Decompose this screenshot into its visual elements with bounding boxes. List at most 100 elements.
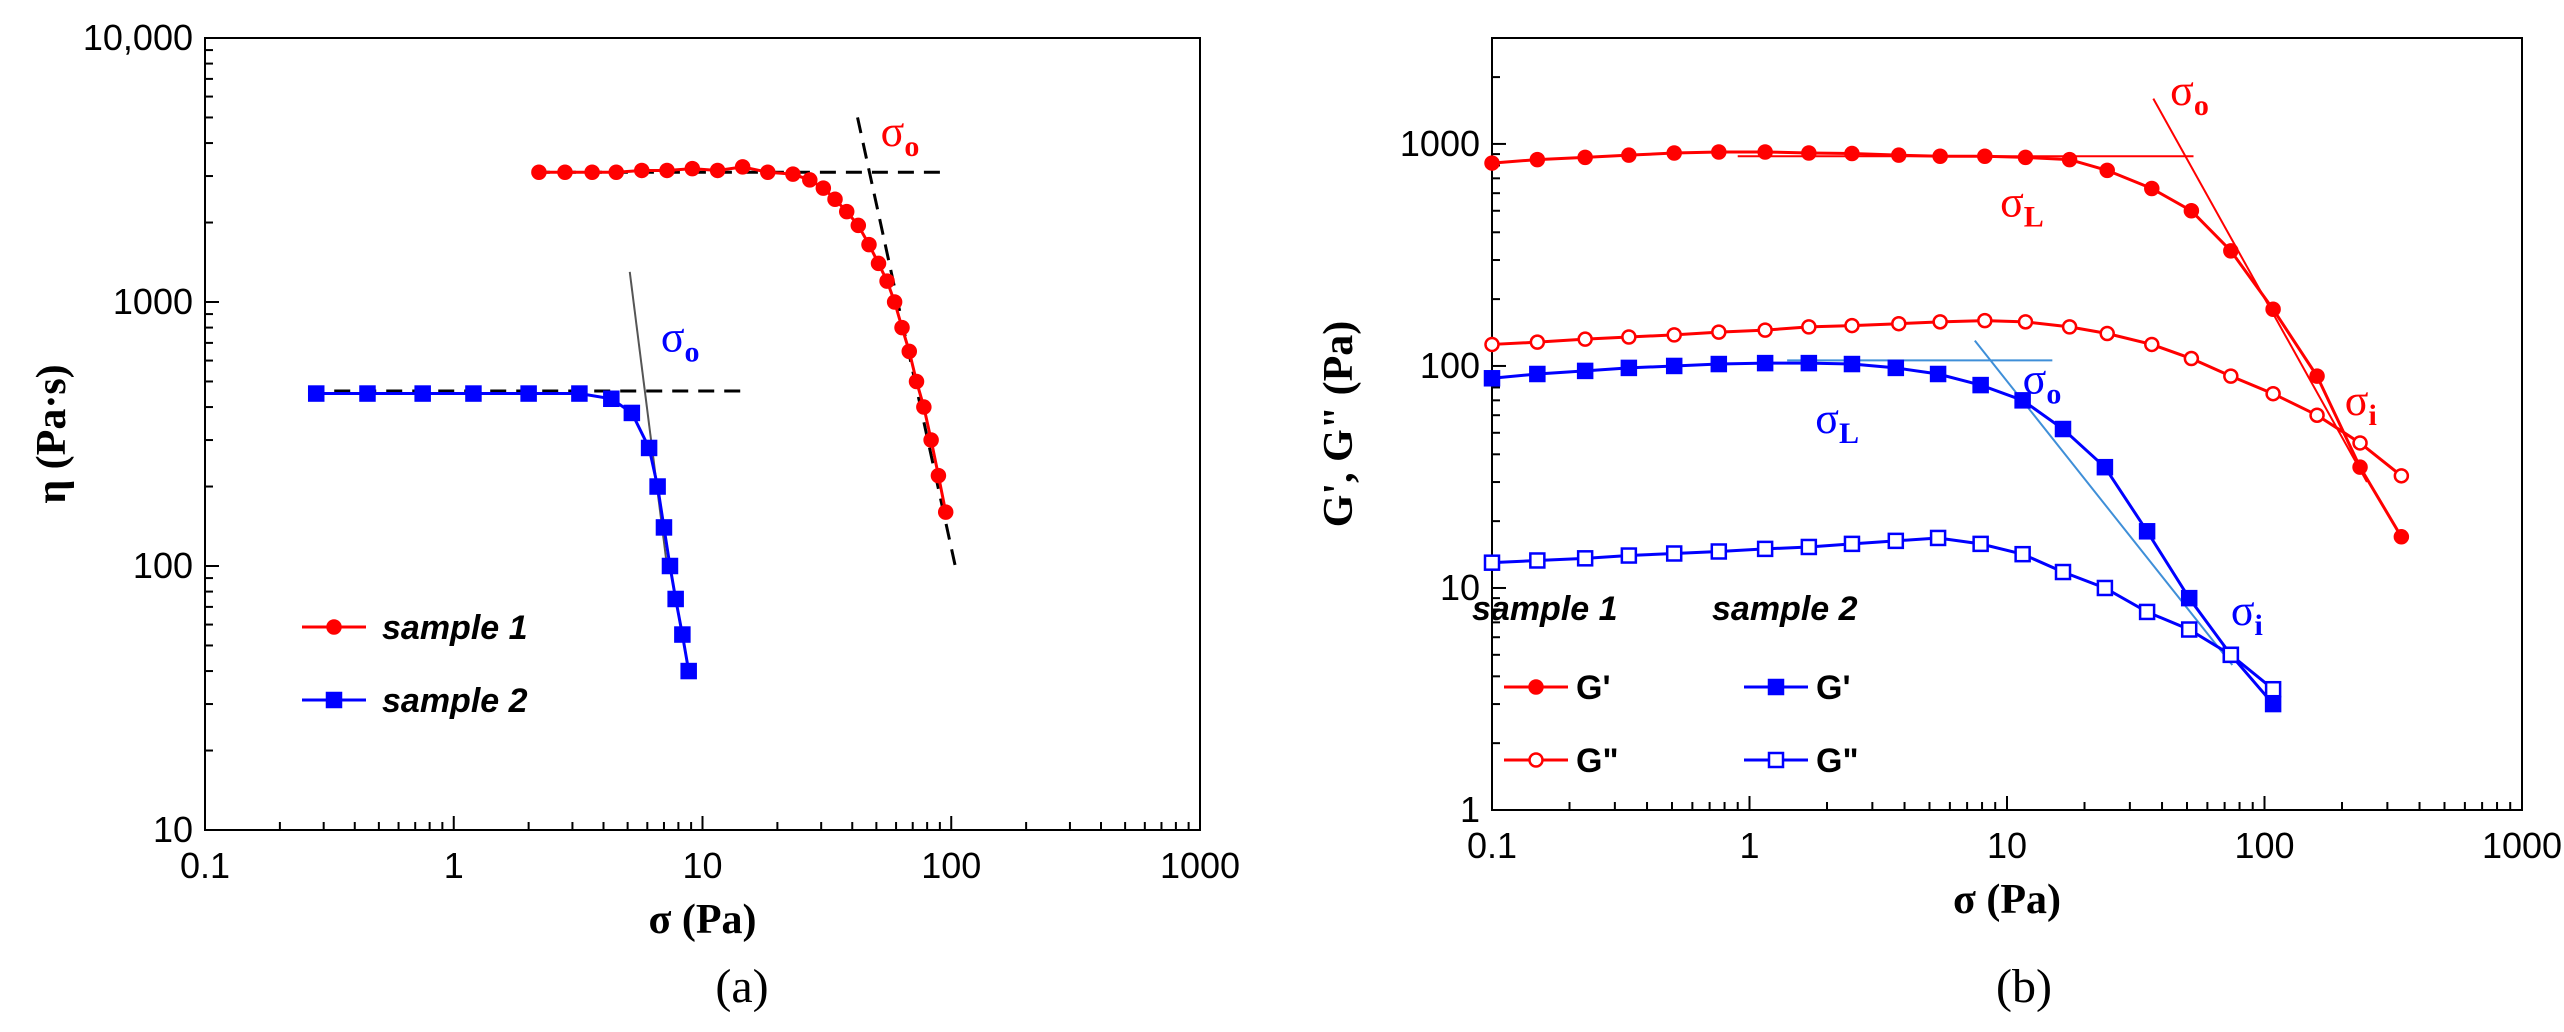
data-point — [1757, 144, 1773, 160]
caption-b: (b) — [1996, 960, 2052, 1013]
data-point — [1577, 149, 1593, 166]
data-point — [1972, 535, 1989, 553]
data-point — [520, 385, 537, 402]
annotation-sigma-L: σL — [1815, 394, 1859, 450]
data-point — [2222, 646, 2240, 664]
data-point — [886, 294, 903, 310]
data-point — [2183, 203, 2200, 219]
data-point — [667, 590, 684, 608]
legend-label: G" — [1576, 742, 1619, 780]
x-tick-label-a: 100 — [921, 845, 981, 886]
data-point — [1801, 319, 1817, 335]
data-point — [1932, 148, 1948, 165]
data-point — [1576, 550, 1594, 567]
data-point — [1972, 376, 1989, 394]
series-b-0 — [1484, 144, 2410, 545]
data-point — [2144, 336, 2160, 353]
series-line — [1491, 319, 2403, 477]
y-tick-label-a: 10 — [153, 809, 193, 850]
guide-line-a — [628, 271, 669, 567]
data-point — [1844, 145, 1860, 162]
data-point — [1977, 148, 1993, 165]
data-point — [1484, 155, 1500, 171]
annotation-subscript: o — [2194, 89, 2209, 122]
data-point — [2352, 435, 2368, 451]
data-point — [2061, 151, 2078, 168]
x-tick-label-a: 10 — [682, 845, 722, 886]
annotation-sigma-o: σo — [661, 312, 700, 368]
data-point — [937, 504, 954, 520]
legend-marker — [325, 691, 343, 709]
x-tick-label-a: 1 — [444, 845, 464, 886]
data-point — [2264, 680, 2282, 698]
data-point — [1483, 554, 1501, 571]
legend-marker — [1528, 752, 1544, 768]
y-tick-label-a: 1000 — [113, 281, 193, 322]
data-point — [1710, 355, 1728, 373]
data-point — [1620, 547, 1638, 564]
data-point — [571, 385, 588, 402]
legend-label: G" — [1816, 742, 1859, 780]
data-point — [359, 385, 376, 402]
data-point — [674, 626, 691, 643]
legend-label: G' — [1576, 669, 1611, 707]
data-point — [2264, 695, 2282, 713]
data-point — [2393, 529, 2410, 545]
annotation-subscript: i — [2255, 609, 2263, 642]
data-point — [2223, 243, 2239, 259]
y-tick-label-a: 100 — [133, 545, 193, 586]
annotation-subscript: i — [2368, 399, 2376, 432]
data-point — [2017, 314, 2034, 330]
data-point — [1577, 331, 1593, 347]
annotation-sigma-o: σo — [2170, 66, 2209, 122]
data-point — [2054, 563, 2072, 581]
data-point — [2180, 589, 2198, 607]
data-point — [655, 519, 673, 536]
data-point — [930, 467, 947, 484]
series-b-2 — [1483, 354, 2282, 713]
series-b-3 — [1483, 529, 2282, 698]
data-point — [1891, 147, 1907, 163]
x-tick-label-a: 1000 — [1160, 845, 1240, 886]
data-point — [1977, 312, 1993, 329]
data-point — [1756, 540, 1774, 558]
annotation-subscript: o — [904, 130, 919, 163]
data-point — [901, 343, 918, 360]
data-point — [659, 162, 675, 179]
data-point — [838, 203, 855, 220]
data-point — [802, 172, 818, 188]
data-point — [414, 385, 431, 402]
data-point — [1665, 357, 1683, 375]
data-point — [1756, 354, 1774, 372]
series-line — [538, 165, 948, 513]
y-tick-label-b: 100 — [1420, 345, 1480, 386]
data-point — [827, 191, 843, 208]
data-point — [785, 166, 801, 182]
data-point — [734, 159, 751, 175]
series-line — [1491, 150, 2403, 538]
annotation-sigma-i: σi — [2231, 586, 2263, 642]
data-point — [584, 164, 600, 181]
data-point — [1666, 327, 1682, 343]
legend-b: sample 1 sample 2 G' G" G' G" — [1472, 590, 1859, 780]
legend-marker — [1767, 678, 1785, 696]
data-point — [1929, 529, 1947, 547]
x-tick-label-a: 0.1 — [180, 845, 230, 886]
y-tick-label-a: 10,000 — [83, 17, 193, 58]
legend-label: G' — [1816, 669, 1851, 707]
data-point — [2138, 603, 2156, 621]
data-point — [1666, 145, 1682, 161]
chart-a: 0.1 1 10 100 1000 10 100 1000 10,000 σ (Pa) η (Pa·… — [29, 17, 1240, 1013]
data-point — [1576, 362, 1594, 380]
legend-header: sample 2 — [1712, 590, 1858, 628]
data-point — [307, 385, 325, 402]
legend-marker — [326, 619, 342, 635]
data-point — [916, 399, 932, 415]
data-point — [2061, 319, 2078, 335]
y-tick-label-b: 1000 — [1400, 123, 1480, 164]
data-point — [1929, 365, 1947, 383]
data-point — [1932, 314, 1948, 330]
x-axis-label-b: σ (Pa) — [1953, 877, 2061, 923]
data-point — [1801, 145, 1817, 161]
